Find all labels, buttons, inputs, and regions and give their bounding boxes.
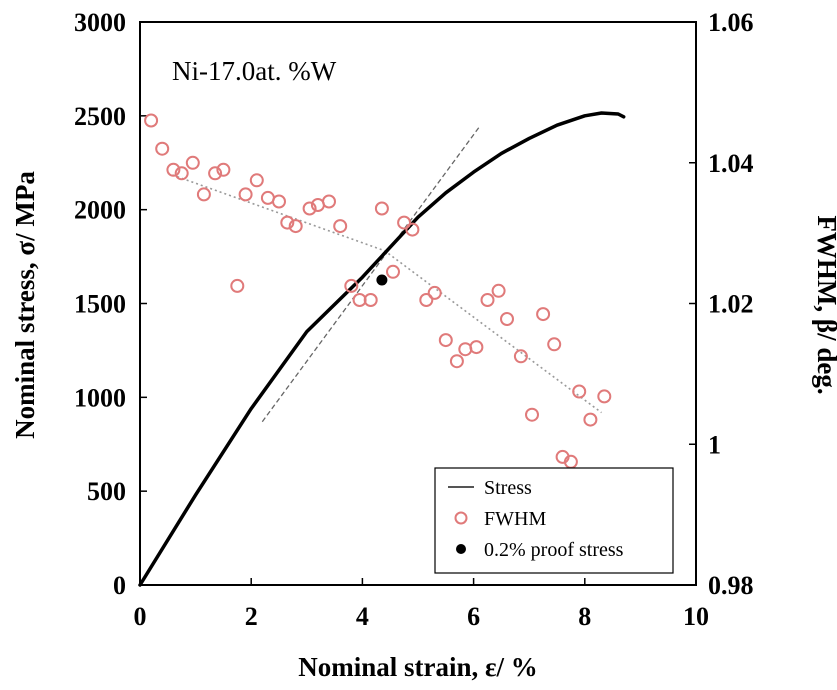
fwhm-point — [272, 194, 286, 209]
fwhm-point — [469, 340, 484, 355]
y-left-tick-label: 1500 — [74, 290, 126, 319]
fwhm-point — [536, 307, 551, 322]
fwhm-point — [500, 312, 514, 326]
legend-box — [434, 467, 674, 574]
fwhm-point — [302, 201, 317, 216]
stress-curve-layer — [138, 111, 626, 587]
fwhm-point — [491, 283, 506, 298]
fwhm-point — [174, 166, 189, 181]
fwhm-point — [166, 162, 181, 177]
y-axis-right-label: FWHM, β/ deg. — [812, 215, 837, 394]
fwhm-point — [288, 219, 303, 234]
fwhm-point — [449, 354, 464, 369]
legend-fwhm-swatch — [454, 511, 468, 525]
fwhm-point — [405, 222, 420, 237]
fwhm-point — [397, 215, 412, 230]
fwhm-point — [427, 285, 442, 300]
y-left-tick-label: 1000 — [74, 383, 126, 412]
fwhm-point — [230, 278, 245, 293]
y-right-tick-label: 0.98 — [708, 571, 754, 600]
legend-proof-label: 0.2% proof stress — [484, 539, 624, 561]
fwhm-point — [419, 293, 434, 307]
y-right-tick-label: 1.04 — [708, 149, 754, 178]
fwhm-point — [144, 113, 159, 128]
fwhm-point — [208, 166, 223, 181]
fwhm-point — [547, 337, 562, 352]
x-tick-label: 2 — [245, 602, 258, 631]
legend-proof-swatch — [456, 544, 466, 554]
fwhm-trend-line — [167, 172, 602, 414]
fwhm-point — [238, 187, 253, 202]
fwhm-point — [196, 187, 211, 202]
elastic-offset-line — [261, 126, 480, 423]
fwhm-point — [344, 278, 359, 293]
y-right-tick-label: 1.02 — [708, 290, 754, 319]
fwhm-point — [525, 407, 539, 422]
legend-fwhm-label: FWHM — [484, 508, 546, 530]
annotation-label: Ni-17.0at. %W — [172, 56, 337, 86]
fwhm-point — [583, 412, 598, 427]
legend: Stress FWHM 0.2% proof stress — [434, 467, 674, 574]
proof-stress-point — [376, 274, 388, 286]
fwhm-point — [480, 293, 495, 307]
x-tick-label: 8 — [578, 602, 591, 631]
fwhm-point — [280, 215, 295, 230]
fwhm-point — [513, 349, 528, 364]
x-tick-label: 10 — [683, 602, 709, 631]
y-right-tick-label: 1.06 — [708, 8, 754, 37]
trend-lines — [167, 126, 602, 423]
y-right-tick-label: 1 — [708, 430, 721, 459]
fwhm-point — [374, 201, 389, 216]
x-tick-label: 0 — [134, 602, 147, 631]
fwhm-point — [155, 141, 170, 156]
legend-stress-label: Stress — [484, 477, 532, 499]
y-left-tick-label: 2000 — [74, 196, 126, 225]
fwhm-point — [458, 342, 473, 357]
axis-ticks — [139, 21, 697, 586]
axis-tick-labels: 0 2 4 6 8 10 0 500 1000 1500 2000 2500 3000 0.98 1 1.02… — [74, 8, 754, 631]
fwhm-point — [216, 162, 231, 177]
fwhm-point — [322, 194, 336, 209]
fwhm-point — [185, 155, 200, 170]
x-axis-label: Nominal strain, ε/ % — [298, 652, 538, 682]
y-axis-left-label: Nominal stress, σ/ MPa — [10, 171, 40, 439]
fwhm-point — [249, 173, 264, 188]
x-tick-label: 4 — [356, 602, 369, 631]
x-tick-label: 6 — [467, 602, 480, 631]
y-left-tick-label: 500 — [87, 477, 126, 506]
fwhm-point — [572, 384, 587, 399]
proof-stress-layer — [376, 274, 388, 286]
fwhm-point — [597, 389, 612, 404]
fwhm-point — [363, 293, 378, 307]
fwhm-point — [438, 333, 453, 348]
fwhm-point — [333, 219, 348, 234]
y-left-tick-label: 0 — [113, 571, 126, 600]
y-left-tick-label: 2500 — [74, 102, 126, 131]
stress-curve — [138, 111, 626, 587]
fwhm-points-layer — [144, 113, 612, 469]
y-left-tick-label: 3000 — [74, 8, 126, 37]
fwhm-point — [386, 264, 400, 279]
